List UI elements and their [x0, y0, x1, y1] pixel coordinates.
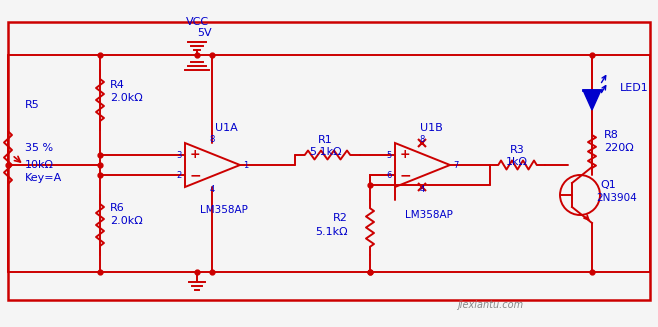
Text: 5: 5 — [387, 150, 392, 160]
Text: 35 %: 35 % — [25, 143, 53, 153]
Text: +: + — [399, 148, 411, 162]
Text: 6: 6 — [387, 170, 392, 180]
Text: 2: 2 — [177, 170, 182, 180]
Text: +: + — [190, 148, 200, 162]
Text: 2N3904: 2N3904 — [596, 193, 637, 203]
Text: LED1: LED1 — [620, 83, 649, 93]
Text: 2.0kΩ: 2.0kΩ — [110, 93, 143, 103]
Text: 8: 8 — [209, 135, 215, 145]
Text: jiexiantu.com: jiexiantu.com — [457, 300, 523, 310]
Text: 4: 4 — [209, 185, 215, 195]
Text: Key=A: Key=A — [25, 173, 63, 183]
Text: LM358AP: LM358AP — [200, 205, 248, 215]
Text: R6: R6 — [110, 203, 125, 213]
Text: 4: 4 — [419, 185, 424, 195]
Text: R1: R1 — [318, 135, 332, 145]
Text: LM358AP: LM358AP — [405, 210, 453, 220]
Text: 2.0kΩ: 2.0kΩ — [110, 216, 143, 226]
Text: −: − — [190, 168, 201, 182]
Text: R3: R3 — [510, 145, 524, 155]
Polygon shape — [583, 90, 601, 110]
Text: R5: R5 — [25, 100, 39, 110]
Text: 1kΩ: 1kΩ — [506, 157, 528, 167]
Text: U1A: U1A — [215, 123, 238, 133]
Text: R8: R8 — [604, 130, 619, 140]
Text: VCC: VCC — [186, 17, 209, 27]
Text: R2: R2 — [333, 213, 348, 223]
Text: 5.1kΩ: 5.1kΩ — [309, 147, 342, 157]
Text: R4: R4 — [110, 80, 125, 90]
Text: 3: 3 — [176, 150, 182, 160]
Text: U1B: U1B — [420, 123, 443, 133]
Text: 10kΩ: 10kΩ — [25, 160, 54, 170]
Text: 7: 7 — [453, 161, 459, 169]
Bar — [8, 22, 650, 300]
Text: 220Ω: 220Ω — [604, 143, 634, 153]
Text: −: − — [399, 168, 411, 182]
Text: 5V: 5V — [197, 28, 211, 38]
Text: Q1: Q1 — [600, 180, 616, 190]
Text: 8: 8 — [419, 135, 424, 145]
Text: 1: 1 — [243, 161, 248, 169]
Text: 5.1kΩ: 5.1kΩ — [315, 227, 348, 237]
